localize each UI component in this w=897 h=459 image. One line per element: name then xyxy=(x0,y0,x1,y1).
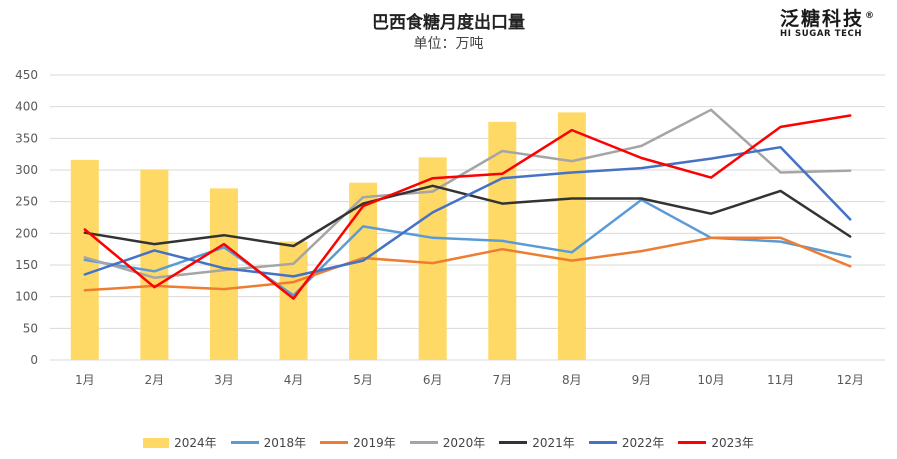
y-tick-label: 450 xyxy=(15,68,38,82)
series-line-2018年 xyxy=(83,198,852,297)
legend-item: 2024年 xyxy=(143,434,217,451)
y-tick-label: 400 xyxy=(15,100,38,114)
legend-item: 2023年 xyxy=(678,434,754,451)
legend-swatch xyxy=(230,441,259,444)
legend-swatch xyxy=(320,441,349,444)
y-tick-label: 250 xyxy=(15,195,38,209)
x-tick-label: 12月 xyxy=(837,373,864,387)
y-tick-label: 50 xyxy=(23,321,38,335)
x-axis-ticks: 1月 2月 3月 4月 5月 6月 7月 8月 9月 10月 11月 12月 xyxy=(75,373,864,387)
y-axis-ticks: 0 50 100 150 200 250 300 350 400 450 xyxy=(15,68,38,367)
bar-2024 xyxy=(279,241,308,360)
bar-2024 xyxy=(349,182,378,360)
y-tick-label: 300 xyxy=(15,163,38,177)
y-tick-label: 150 xyxy=(15,258,38,272)
x-tick-label: 3月 xyxy=(214,373,234,387)
x-tick-label: 11月 xyxy=(767,373,794,387)
legend-item: 2020年 xyxy=(409,434,486,451)
bar-2024 xyxy=(209,188,238,360)
chart-title: 巴西食糖月度出口量 xyxy=(372,13,525,33)
bar-2024 xyxy=(557,112,586,360)
logo-registered-mark: ® xyxy=(865,10,877,21)
x-tick-label: 8月 xyxy=(562,373,582,387)
brand-logo: 泛糖科技® HI SUGAR TECH xyxy=(780,4,890,39)
series-line-2022年 xyxy=(83,145,852,278)
legend-item: 2022年 xyxy=(588,434,665,451)
legend-item: 2018年 xyxy=(230,434,307,451)
bar-series xyxy=(70,112,586,360)
y-tick-label: 0 xyxy=(30,353,38,367)
y-tick-label: 200 xyxy=(15,226,38,240)
x-tick-label: 2月 xyxy=(145,373,165,387)
logo-name-en: HI SUGAR TECH xyxy=(780,29,863,39)
legend-swatch xyxy=(143,437,170,448)
legend-label: 2019年 xyxy=(353,436,396,450)
series-line-2023年 xyxy=(83,114,852,300)
chart-canvas: 0 50 100 150 200 250 300 350 400 450 1月 2月 3月 4月 5月 6月… xyxy=(15,68,885,387)
legend-label: 2018年 xyxy=(263,436,307,450)
legend-item: 2019年 xyxy=(320,434,396,451)
x-tick-label: 10月 xyxy=(697,373,724,387)
logo-name-cn: 泛糖科技 xyxy=(780,8,865,30)
legend-label: 2020年 xyxy=(442,436,486,450)
series-line-2019年 xyxy=(83,236,852,292)
x-tick-label: 5月 xyxy=(353,373,373,387)
chart-legend: 2024年 2018年 2019年 2020年 2021年 2022年 2023年 xyxy=(0,434,897,451)
legend-swatch xyxy=(678,441,707,444)
legend-swatch xyxy=(588,441,617,444)
y-tick-label: 350 xyxy=(15,131,38,145)
series-line-2020年 xyxy=(83,108,852,279)
legend-swatch xyxy=(409,441,438,444)
legend-label: 2023年 xyxy=(711,436,754,450)
x-tick-label: 7月 xyxy=(492,373,512,387)
chart-subtitle: 单位：万吨 xyxy=(413,36,484,52)
legend-label: 2022年 xyxy=(621,436,665,450)
bar-2024 xyxy=(140,169,169,360)
legend-item: 2021年 xyxy=(499,434,575,451)
x-tick-label: 1月 xyxy=(75,373,95,387)
line-series xyxy=(83,108,852,300)
legend-label: 2024年 xyxy=(174,436,217,450)
x-tick-label: 9月 xyxy=(632,373,652,387)
x-tick-label: 6月 xyxy=(423,373,443,387)
grid-lines xyxy=(50,74,885,361)
y-tick-label: 100 xyxy=(15,290,38,304)
legend-swatch xyxy=(499,441,528,444)
x-tick-label: 4月 xyxy=(284,373,304,387)
legend-label: 2021年 xyxy=(532,436,575,450)
